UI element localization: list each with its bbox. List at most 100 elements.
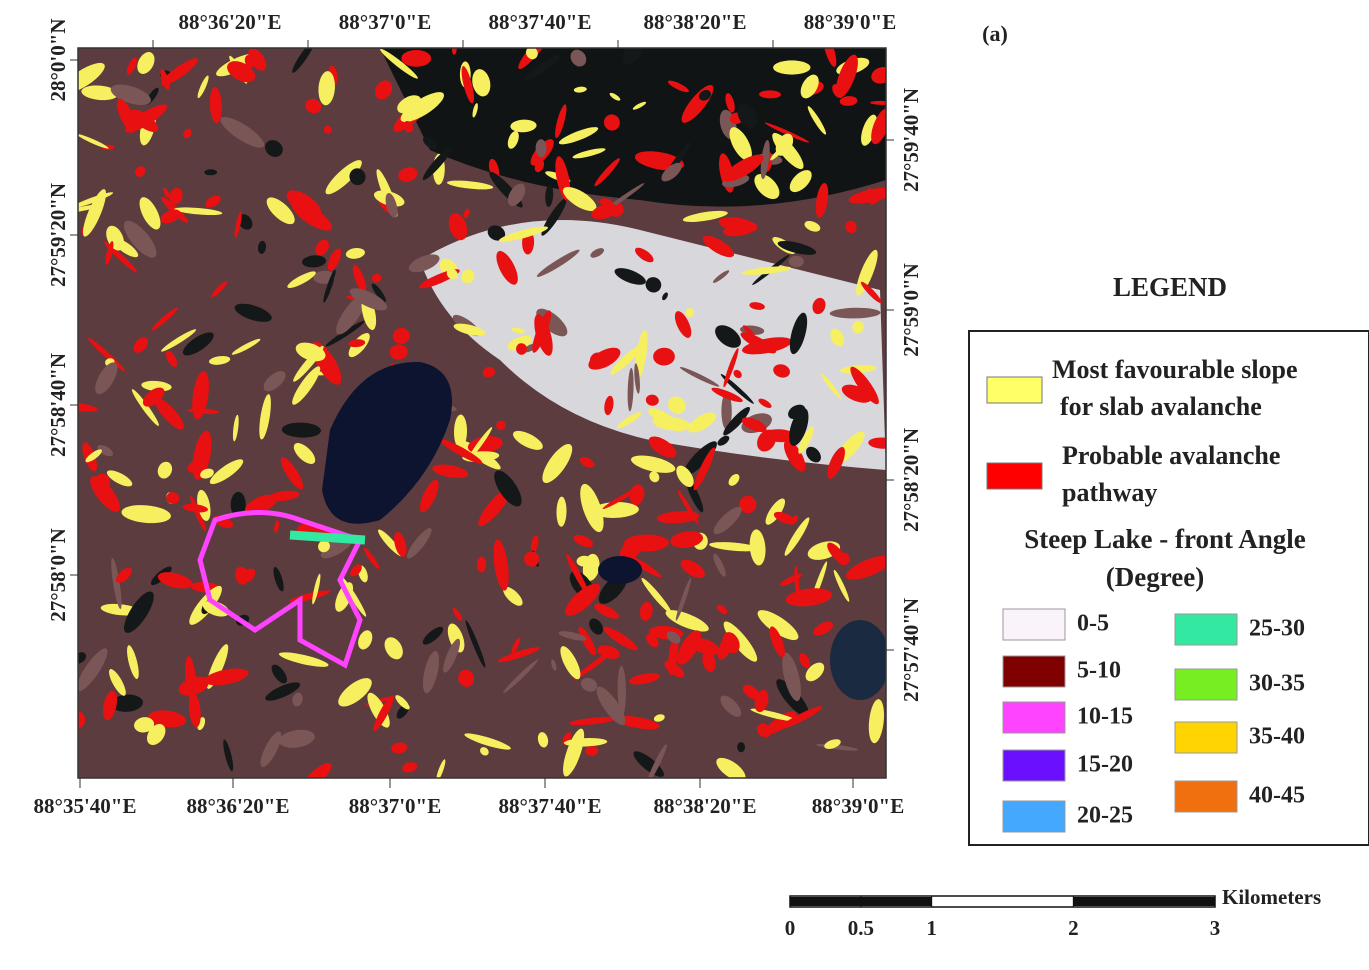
terrain-patch — [716, 757, 746, 778]
legend-label: 20-25 — [1077, 803, 1133, 829]
terrain-patch — [480, 747, 489, 756]
terrain-patch — [839, 365, 877, 374]
terrain-patch — [348, 339, 366, 348]
terrain-patch — [461, 269, 475, 284]
terrain-patch — [779, 706, 823, 730]
terrain-patch — [845, 220, 857, 234]
terrain-patch — [349, 288, 388, 311]
terrain-patch — [742, 684, 760, 700]
terrain-patch — [576, 555, 592, 567]
terrain-patch — [524, 551, 540, 567]
terrain-patch — [764, 122, 810, 143]
terrain-patch — [312, 573, 321, 605]
latitude-label: 27°59'40"N — [899, 88, 923, 192]
terrain-patch — [604, 395, 614, 416]
terrain-patch — [722, 632, 740, 654]
terrain-patch — [259, 394, 271, 440]
legend-swatch — [1002, 749, 1066, 782]
terrain-patch — [385, 193, 398, 218]
terrain-patch — [209, 86, 222, 124]
terrain-patch — [573, 649, 615, 680]
terrain-patch — [124, 591, 154, 633]
terrain-patch — [556, 496, 567, 527]
terrain-patch — [570, 49, 587, 67]
terrain-patch — [588, 347, 621, 370]
terrain-patch — [197, 489, 211, 521]
terrain-patch — [591, 203, 619, 220]
latitude-label: 27°59'0"N — [899, 263, 923, 357]
terrain-patch — [157, 572, 193, 589]
terrain-patch — [806, 446, 821, 463]
terrain-patch — [572, 148, 606, 159]
terrain-patch — [845, 555, 886, 580]
terrain-patch — [453, 414, 468, 449]
terrain-patch — [327, 248, 342, 271]
terrain-patch — [733, 369, 742, 379]
terrain-patch — [829, 307, 881, 319]
terrain-patch — [871, 66, 886, 84]
legend-swatch — [1002, 655, 1066, 688]
terrain-patch — [204, 169, 218, 176]
terrain-patch — [568, 716, 617, 726]
terrain-patch — [87, 337, 125, 372]
terrain-patch — [154, 398, 184, 430]
terrain-patch — [293, 345, 324, 382]
terrain-patch — [161, 58, 199, 86]
terrain-patch — [861, 114, 878, 146]
longitude-label: 88°38'20"E — [654, 794, 757, 818]
terrain-patch — [397, 95, 422, 114]
terrain-patch — [323, 269, 336, 303]
terrain-patch — [627, 367, 634, 412]
legend: Most favourable slope for slab avalanche P… — [986, 355, 1306, 833]
terrain-patch — [683, 441, 717, 476]
terrain-patch — [653, 714, 665, 722]
terrain-patch — [742, 325, 755, 337]
scale-unit: Kilometers — [1222, 885, 1321, 909]
terrain-patch — [446, 268, 458, 280]
scale-segment — [1073, 897, 1215, 906]
terrain-patch — [401, 50, 432, 67]
terrain-patch — [287, 271, 316, 289]
terrain-patch — [772, 132, 804, 170]
terrain-patch — [616, 412, 642, 429]
terrain-patch — [78, 648, 108, 692]
terrain-patch — [448, 213, 468, 241]
terrain-patch — [545, 184, 554, 207]
terrain-patch — [106, 470, 133, 487]
terrain-patch — [555, 104, 567, 139]
terrain-patch — [773, 60, 811, 75]
terrain-patch — [373, 695, 394, 732]
terrain-patch — [641, 577, 672, 614]
terrain-patch — [741, 417, 767, 433]
terrain-patch — [439, 438, 483, 464]
terrain-patch — [257, 240, 267, 254]
terrain-patch — [464, 733, 511, 750]
terrain-patch — [446, 180, 494, 190]
terrain-patch — [565, 583, 601, 616]
latitude-label: 28°0'0"N — [46, 18, 70, 101]
terrain-patch — [578, 626, 597, 656]
longitude-label: 88°36'20"E — [187, 794, 290, 818]
terrain-patch — [209, 459, 244, 485]
terrain-patch — [482, 366, 495, 378]
terrain-patch — [532, 310, 552, 353]
terrain-patch — [408, 254, 440, 273]
terrain-patch — [720, 695, 742, 717]
terrain-patch — [139, 197, 161, 230]
terrain-patch — [602, 485, 642, 510]
terrain-patch — [453, 323, 486, 336]
terrain-patch — [702, 235, 735, 258]
terrain-patch — [280, 457, 304, 490]
terrain-patch — [769, 626, 785, 658]
terrain-patch — [497, 647, 540, 663]
terrain-patch — [535, 139, 547, 158]
terrain-patch — [585, 745, 599, 756]
terrain-patch — [794, 565, 800, 597]
terrain-patch — [737, 103, 758, 129]
terrain-patch — [220, 116, 265, 148]
terrain-patch — [142, 387, 165, 407]
terrain-patch — [788, 255, 804, 268]
terrain-patch — [645, 277, 662, 293]
terrain-patch — [318, 71, 335, 106]
terrain-patch — [798, 426, 814, 454]
